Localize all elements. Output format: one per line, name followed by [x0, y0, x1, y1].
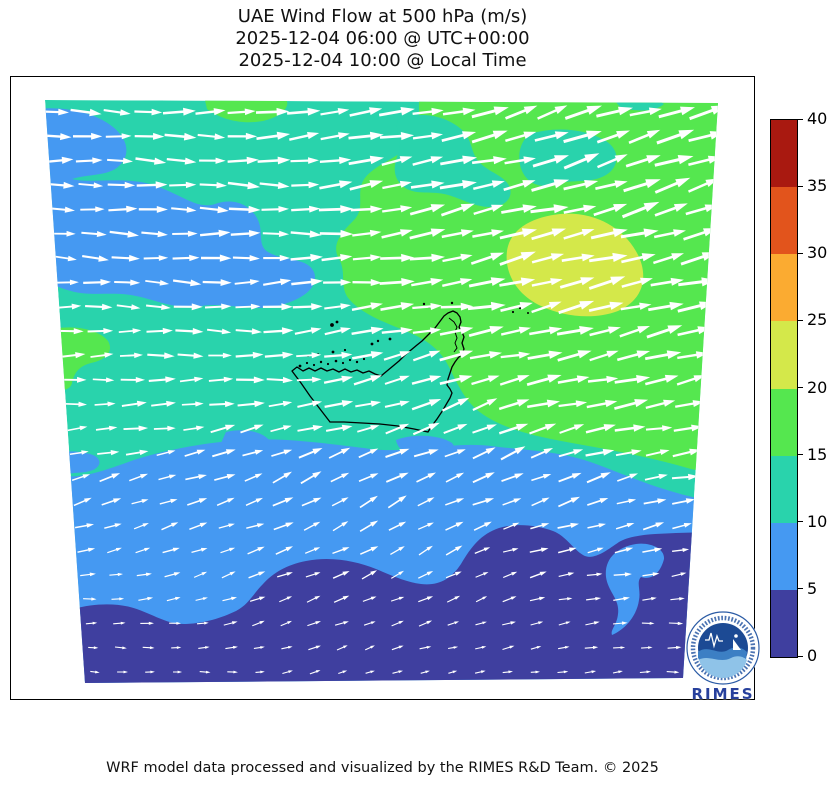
rimes-logo-emblem-icon: [686, 611, 760, 685]
colorbar-tick: [798, 319, 803, 321]
speed-band-indigo-south: [55, 525, 718, 683]
colorbar-segment-10-15: [771, 455, 797, 523]
colorbar-tick: [798, 588, 803, 590]
uae-coastline: [291, 301, 529, 433]
colorbar-segment-5-10: [771, 522, 797, 590]
speed-band-teal-inclusion-b: [519, 129, 617, 186]
colorbar-tick-label: 35: [807, 176, 828, 196]
colorbar-tick-label: 30: [807, 243, 828, 263]
colorbar-tick: [798, 454, 803, 456]
colorbar-tick: [798, 118, 803, 120]
colorbar-tick: [798, 252, 803, 254]
plot-title-line-3: 2025-12-04 10:00 @ Local Time: [238, 50, 527, 71]
speed-band-teal-inclusion-c: [612, 100, 664, 111]
colorbar-segment-25-30: [771, 254, 797, 322]
colorbar-tick-label: 0: [807, 646, 818, 665]
rimes-logo-text: RIMES: [691, 685, 755, 703]
colorbar-tick-label: 40: [807, 109, 828, 128]
speed-band-patches: [45, 100, 718, 683]
colorbar-segment-0-5: [771, 589, 797, 657]
colorbar-segment-15-20: [771, 388, 797, 456]
colorbar-tick-label: 5: [807, 578, 818, 598]
colorbar-tick-label: 20: [807, 377, 828, 397]
speed-band-green-top-center: [204, 100, 288, 123]
speed-band-yellow-speed-max: [506, 213, 644, 317]
colorbar-tick: [798, 185, 803, 187]
footer-credit: WRF model data processed and visualized …: [106, 760, 659, 776]
speed-band-lightblue-wave: [605, 543, 665, 635]
colorbar-tick-label: 10: [807, 511, 828, 531]
plot-title: UAE Wind Flow at 500 hPa (m/s) 2025-12-0…: [10, 6, 755, 72]
colorbar-segment-20-25: [771, 321, 797, 389]
colorbar-tick: [798, 521, 803, 523]
colorbar-tick-label: 15: [807, 444, 828, 464]
rimes-logo: RIMES: [683, 610, 763, 704]
axes-border: [10, 76, 755, 700]
colorbar-tick-label: 25: [807, 310, 828, 330]
plot-title-line-2: 2025-12-04 06:00 @ UTC+00:00: [235, 28, 530, 49]
wind-arrows: [45, 105, 718, 675]
colorbar-segment-35-40: [771, 120, 797, 188]
colorbar-tick: [798, 387, 803, 388]
colorbar: [770, 119, 798, 658]
colorbar-tick: [798, 655, 803, 657]
colorbar-segment-30-35: [771, 187, 797, 255]
plot-title-line-1: UAE Wind Flow at 500 hPa (m/s): [237, 6, 528, 27]
